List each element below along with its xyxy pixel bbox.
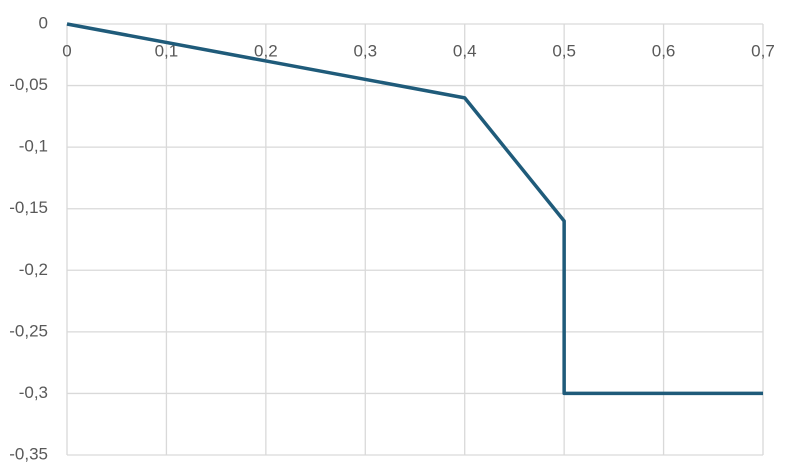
- y-tick-label: -0,3: [19, 383, 48, 402]
- x-tick-label: 0,1: [155, 41, 179, 60]
- x-tick-label: 0,2: [254, 41, 278, 60]
- y-tick-label: -0,05: [9, 75, 48, 94]
- y-tick-label: -0,35: [9, 444, 48, 463]
- y-tick-label: -0,1: [19, 137, 48, 156]
- x-tick-label: 0,4: [453, 41, 477, 60]
- y-tick-label: -0,2: [19, 260, 48, 279]
- x-tick-label: 0,3: [353, 41, 377, 60]
- x-tick-label: 0: [62, 41, 71, 60]
- y-tick-label: 0: [39, 13, 48, 32]
- x-tick-label: 0,7: [751, 41, 775, 60]
- data-line: [66, 22, 763, 396]
- x-tick-label: 0,5: [552, 41, 576, 60]
- x-tick-label: 0,6: [652, 41, 676, 60]
- y-tick-label: -0,15: [9, 198, 48, 217]
- y-tick-label: -0,25: [9, 321, 48, 340]
